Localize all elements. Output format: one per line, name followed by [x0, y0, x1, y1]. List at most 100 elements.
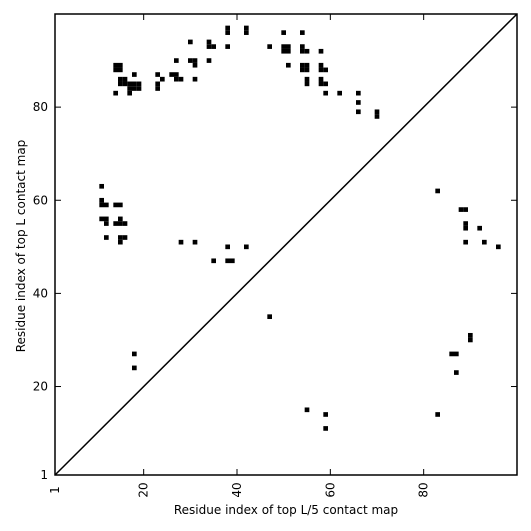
contact-points — [99, 25, 501, 431]
contact-point — [286, 62, 291, 68]
contact-point — [356, 109, 361, 115]
contact-point — [304, 407, 310, 413]
contact-point — [304, 62, 310, 68]
contact-point — [99, 216, 104, 222]
contact-point — [435, 188, 440, 194]
contact-point — [211, 44, 216, 49]
contact-point — [136, 81, 142, 87]
x-tick-label: 40 — [230, 482, 244, 497]
contact-point — [113, 90, 118, 96]
y-tick-label: 40 — [33, 286, 48, 300]
contact-point — [463, 225, 468, 231]
contact-point — [104, 202, 109, 208]
contact-point — [323, 90, 328, 96]
contact-point — [192, 62, 198, 68]
contact-point — [132, 365, 137, 371]
contact-point — [300, 67, 305, 73]
contact-point — [281, 48, 286, 54]
contact-point — [286, 48, 291, 54]
contact-point — [300, 30, 305, 35]
contact-point — [454, 351, 459, 357]
contact-point — [136, 86, 142, 91]
plot-area-frame — [54, 13, 518, 476]
contact-point — [192, 76, 198, 82]
y-axis-title: Residue index of top L contact map — [14, 140, 28, 353]
contact-point — [178, 239, 184, 245]
y-tick-label: 60 — [33, 193, 48, 207]
contact-point — [192, 58, 198, 63]
contact-point — [99, 197, 104, 203]
contact-point — [323, 426, 328, 431]
contact-point — [99, 202, 104, 208]
x-axis-title: Residue index of top L/5 contact map — [174, 503, 398, 517]
contact-point — [496, 244, 501, 250]
contact-point — [230, 258, 235, 264]
contact-point — [99, 183, 104, 189]
contact-point — [225, 244, 230, 250]
contact-point — [127, 86, 132, 91]
contact-point — [244, 244, 249, 250]
contact-point — [169, 72, 174, 77]
contact-point — [318, 62, 324, 68]
contact-point — [113, 67, 118, 73]
contact-point — [435, 412, 440, 417]
contact-point — [178, 76, 184, 82]
contact-point — [356, 90, 361, 96]
contact-point — [113, 62, 118, 68]
contact-point — [300, 62, 305, 68]
contact-point — [449, 351, 454, 357]
contact-point — [225, 30, 230, 35]
contact-point — [206, 39, 212, 45]
contact-point — [104, 216, 109, 222]
contact-point — [118, 216, 123, 222]
contact-point — [225, 25, 230, 31]
contact-point — [281, 44, 286, 49]
contact-point — [244, 30, 249, 35]
y-axis-ticks: 1 20 40 60 80 — [33, 100, 517, 482]
contact-point — [127, 90, 132, 96]
contact-point — [192, 239, 198, 245]
contact-point — [104, 221, 109, 226]
contact-point — [318, 76, 324, 82]
contact-point — [318, 81, 324, 87]
contact-point — [188, 39, 193, 45]
contact-point — [174, 58, 179, 63]
contact-point — [337, 90, 342, 96]
x-tick-label: 20 — [137, 482, 151, 497]
contact-point — [304, 67, 310, 73]
contact-point — [206, 44, 212, 49]
contact-point — [477, 225, 482, 231]
x-tick-label: 1 — [48, 486, 62, 494]
contact-point — [155, 86, 160, 91]
contact-point — [155, 72, 160, 77]
contact-point — [323, 81, 328, 87]
contact-point — [458, 207, 464, 212]
y-tick-label: 80 — [33, 100, 48, 114]
contact-point — [244, 25, 249, 31]
y-tick-label: 1 — [40, 468, 48, 482]
contact-point — [304, 48, 310, 54]
contact-point — [482, 239, 487, 245]
contact-point — [118, 221, 123, 226]
contact-point — [122, 221, 128, 226]
contact-point — [132, 351, 137, 357]
contact-point — [118, 62, 123, 68]
contact-point — [468, 332, 473, 338]
contact-point — [225, 258, 230, 264]
contact-point — [188, 58, 193, 63]
contact-point — [127, 81, 132, 87]
contact-point — [132, 86, 137, 91]
x-tick-label: 60 — [323, 482, 337, 497]
x-axis-ticks: 1 20 40 60 80 — [48, 14, 431, 498]
contact-point — [267, 44, 272, 49]
diagonal-line — [54, 13, 518, 476]
contact-point — [300, 48, 305, 54]
contact-point — [118, 235, 123, 240]
contact-point — [122, 81, 128, 87]
contact-point — [132, 81, 137, 87]
contact-point — [104, 235, 109, 240]
contact-point — [118, 67, 123, 73]
contact-point — [286, 44, 291, 49]
contact-point — [304, 81, 310, 87]
